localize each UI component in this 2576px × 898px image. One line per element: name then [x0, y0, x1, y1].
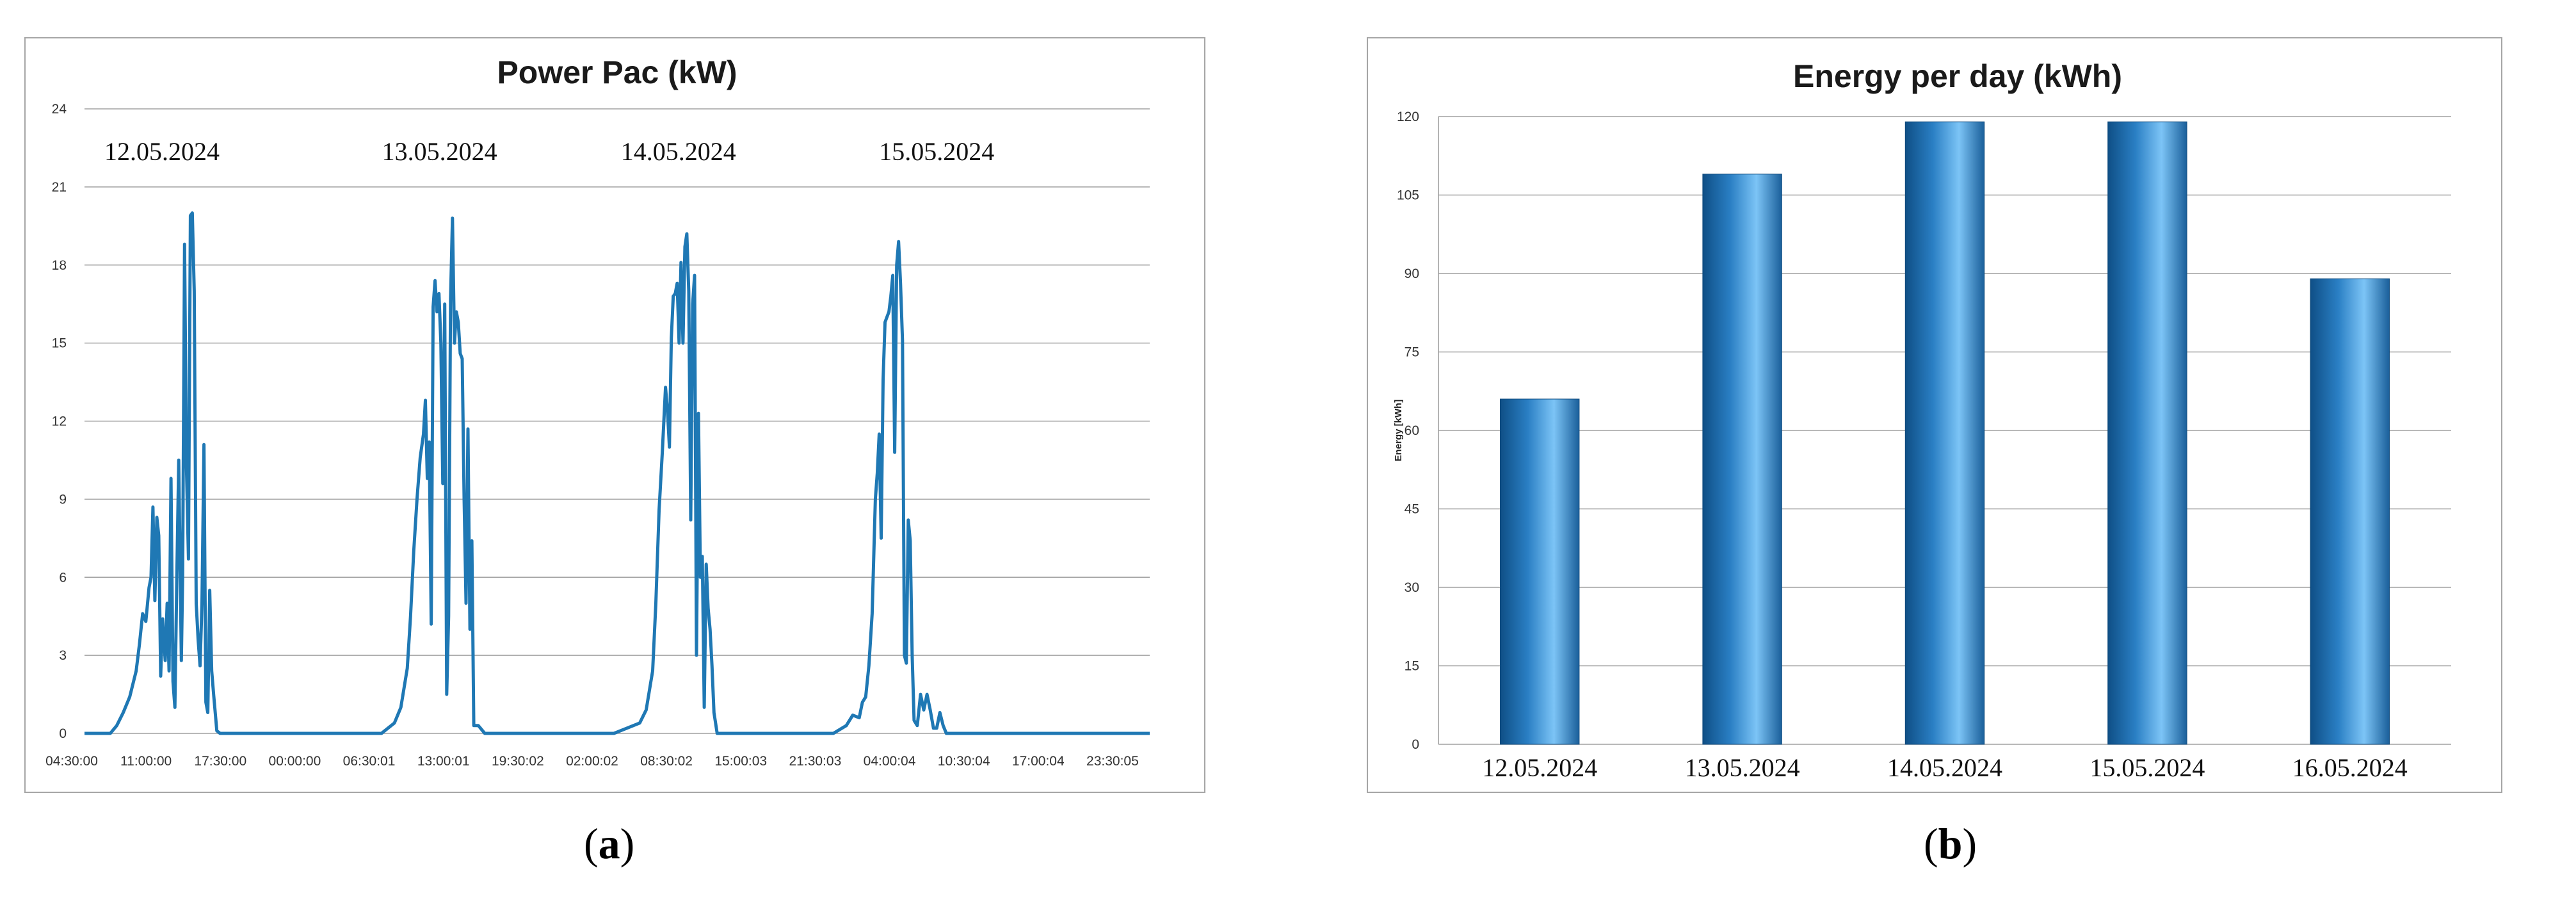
y-tick-label: 0 [59, 726, 67, 741]
y-tick-label: 3 [59, 648, 67, 663]
y-tick-label: 0 [1412, 737, 1419, 752]
x-tick-label: 12.05.2024 [1482, 753, 1597, 782]
x-tick-label: 15.05.2024 [2089, 753, 2205, 782]
x-tick-label: 17:30:00 [194, 754, 246, 769]
bar [1904, 121, 1985, 745]
day-label: 15.05.2024 [879, 137, 994, 166]
subfigure-letter-b: b [1938, 819, 1963, 868]
x-tick-label: 10:30:04 [938, 754, 990, 769]
y-axis-label: Energy [kWh] [1393, 400, 1404, 462]
y-tick-label: 75 [1405, 345, 1419, 360]
x-tick-label: 17:00:04 [1012, 754, 1065, 769]
day-label: 12.05.2024 [104, 137, 220, 166]
day-label: 14.05.2024 [621, 137, 736, 166]
chart-title: Power Pac (kW) [497, 54, 737, 90]
subfigure-label-b: (b) [1924, 819, 1977, 868]
x-tick-label: 19:30:02 [492, 754, 544, 769]
x-tick-label: 06:30:01 [343, 754, 396, 769]
energy-bar-chart: Energy per day (kWh) 0 15 30 45 60 75 90 105 120 E… [1393, 58, 2451, 782]
bar [1702, 174, 1782, 745]
bar [1500, 398, 1580, 745]
y-tick-label: 120 [1397, 110, 1419, 124]
x-tick-label: 04:30:00 [45, 754, 98, 769]
power-chart-panel: Power Pac (kW) 0 3 6 9 12 15 18 21 24 04:30:00 11:0… [24, 37, 1205, 793]
x-tick-label: 11:00:00 [120, 754, 172, 769]
y-tick-label: 21 [52, 180, 67, 195]
power-series-line [85, 211, 1150, 735]
x-tick-label: 08:30:02 [640, 754, 693, 769]
x-tick-label: 16.05.2024 [2292, 753, 2408, 782]
y-tick-label: 90 [1405, 266, 1419, 281]
x-tick-label: 14.05.2024 [1887, 753, 2002, 782]
y-tick-label: 60 [1405, 423, 1419, 438]
y-tick-label: 15 [52, 336, 67, 351]
bar [2310, 278, 2390, 745]
y-tick-label: 9 [59, 492, 67, 507]
y-tick-label: 12 [52, 414, 67, 429]
subfigure-letter-a: a [598, 819, 620, 868]
y-tick-label: 45 [1405, 502, 1419, 517]
x-tick-label: 04:00:04 [864, 754, 916, 769]
power-line-chart: Power Pac (kW) 0 3 6 9 12 15 18 21 24 04:30:00 11:0… [45, 54, 1150, 769]
x-tick-label: 15:00:03 [714, 754, 767, 769]
day-label: 13.05.2024 [382, 137, 497, 166]
chart-title: Energy per day (kWh) [1793, 58, 2122, 94]
x-tick-label: 21:30:03 [789, 754, 842, 769]
x-tick-label: 00:00:00 [269, 754, 321, 769]
y-tick-label: 6 [59, 570, 67, 585]
x-tick-label: 13:00:01 [417, 754, 470, 769]
y-tick-label: 105 [1397, 188, 1419, 203]
bar [2107, 121, 2187, 745]
subfigure-label-a: (a) [584, 819, 635, 868]
y-tick-label: 30 [1405, 580, 1419, 595]
energy-chart-panel: Energy per day (kWh) 0 15 30 45 60 75 90 105 120 E… [1367, 37, 2502, 793]
x-tick-label: 13.05.2024 [1685, 753, 1800, 782]
x-tick-label: 23:30:05 [1086, 754, 1139, 769]
y-tick-label: 15 [1405, 659, 1419, 674]
y-tick-label: 24 [52, 102, 67, 117]
x-tick-label: 02:00:02 [566, 754, 618, 769]
y-tick-label: 18 [52, 258, 67, 273]
